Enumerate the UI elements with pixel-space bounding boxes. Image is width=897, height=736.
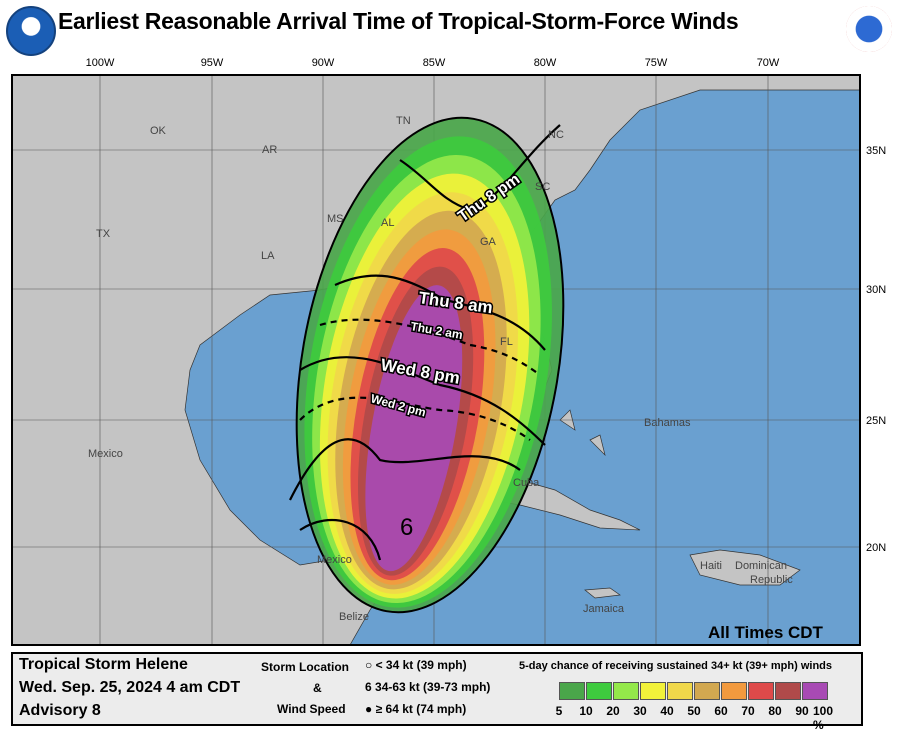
svg-text:SC: SC (535, 181, 550, 193)
svg-text:Cuba: Cuba (513, 477, 540, 489)
prob-label: 10 (579, 704, 593, 718)
prob-swatch (613, 682, 639, 700)
prob-swatch (694, 682, 720, 700)
prob-label: 70 (741, 704, 755, 718)
arrival-contours (289, 124, 561, 561)
map-labels: TN NC OK AR SC MS AL GA TX LA FL Mexico Bahama… (88, 115, 793, 623)
prob-title: 5-day chance of receiving sustained 34+ … (519, 660, 832, 672)
prob-band-90 (365, 285, 463, 572)
svg-text:MS: MS (327, 213, 344, 225)
noaa-logo (6, 6, 56, 56)
prob-label: 90 (795, 704, 809, 718)
svg-text:70W: 70W (757, 57, 780, 69)
svg-text:TN: TN (396, 115, 411, 127)
svg-text:AR: AR (262, 144, 277, 156)
prob-label: 5 (555, 704, 563, 718)
prob-label: 20 (606, 704, 620, 718)
svg-text:TX: TX (96, 228, 111, 240)
symbol-weak: ○ < 34 kt (39 mph) (365, 658, 467, 672)
prob-swatch (802, 682, 828, 700)
advisory-number: Advisory 8 (19, 702, 101, 719)
prob-swatch (559, 682, 585, 700)
prob-swatch (748, 682, 774, 700)
nws-logo (846, 6, 892, 52)
prob-swatch (775, 682, 801, 700)
prob-label: 100 % (813, 704, 834, 732)
svg-text:80W: 80W (534, 57, 557, 69)
svg-text:LA: LA (261, 250, 275, 262)
storm-symbol-icon: 6 (400, 514, 413, 541)
svg-text:35N: 35N (866, 145, 886, 157)
lat-ticks: 35N 30N 25N 20N (866, 145, 886, 554)
prob-label: 60 (714, 704, 728, 718)
svg-text:GA: GA (480, 236, 497, 248)
prob-swatch (667, 682, 693, 700)
advisory-date: Wed. Sep. 25, 2024 4 am CDT (19, 679, 241, 696)
prob-label: 80 (768, 704, 782, 718)
symbol-title-amp: & (313, 681, 322, 695)
svg-text:30N: 30N (866, 284, 886, 296)
svg-text:AL: AL (381, 217, 394, 229)
symbol-ts: 6 34-63 kt (39-73 mph) (365, 680, 491, 694)
svg-text:Haiti: Haiti (700, 560, 722, 572)
time-zone-note: All Times CDT (708, 623, 824, 642)
symbol-title: Storm Location (261, 660, 350, 674)
prob-swatch (640, 682, 666, 700)
svg-text:Dominican: Dominican (735, 560, 787, 572)
map-frame (11, 74, 861, 646)
svg-text:95W: 95W (201, 57, 224, 69)
svg-text:Mexico: Mexico (88, 448, 123, 460)
svg-text:Bahamas: Bahamas (644, 417, 691, 429)
storm-name: Tropical Storm Helene (19, 656, 188, 673)
symbol-title-2: Wind Speed (277, 702, 346, 716)
prob-label: 30 (633, 704, 647, 718)
svg-text:75W: 75W (645, 57, 668, 69)
svg-text:OK: OK (150, 125, 167, 137)
lon-ticks: 100W 95W 90W 85W 80W 75W 70W (86, 57, 780, 69)
prob-label: 50 (687, 704, 701, 718)
svg-text:Republic: Republic (750, 574, 793, 586)
svg-text:Mexico: Mexico (317, 554, 352, 566)
svg-text:100W: 100W (86, 57, 115, 69)
svg-text:90W: 90W (312, 57, 335, 69)
page-title: Earliest Reasonable Arrival Time of Trop… (58, 8, 739, 34)
prob-label: 40 (660, 704, 674, 718)
map: Thu 8 pm Thu 8 am Thu 2 am Wed 8 pm Wed … (11, 57, 886, 646)
svg-text:20N: 20N (866, 542, 886, 554)
svg-text:Jamaica: Jamaica (583, 603, 625, 615)
legend: Tropical Storm Helene Wed. Sep. 25, 2024… (11, 652, 863, 732)
symbol-hurricane: ● ≥ 64 kt (74 mph) (365, 702, 467, 716)
prob-swatch (586, 682, 612, 700)
svg-text:25N: 25N (866, 415, 886, 427)
svg-text:85W: 85W (423, 57, 446, 69)
prob-swatch (721, 682, 747, 700)
svg-text:Belize: Belize (339, 611, 369, 623)
svg-text:FL: FL (500, 336, 513, 348)
svg-text:NC: NC (548, 129, 564, 141)
probability-shading (295, 116, 565, 614)
